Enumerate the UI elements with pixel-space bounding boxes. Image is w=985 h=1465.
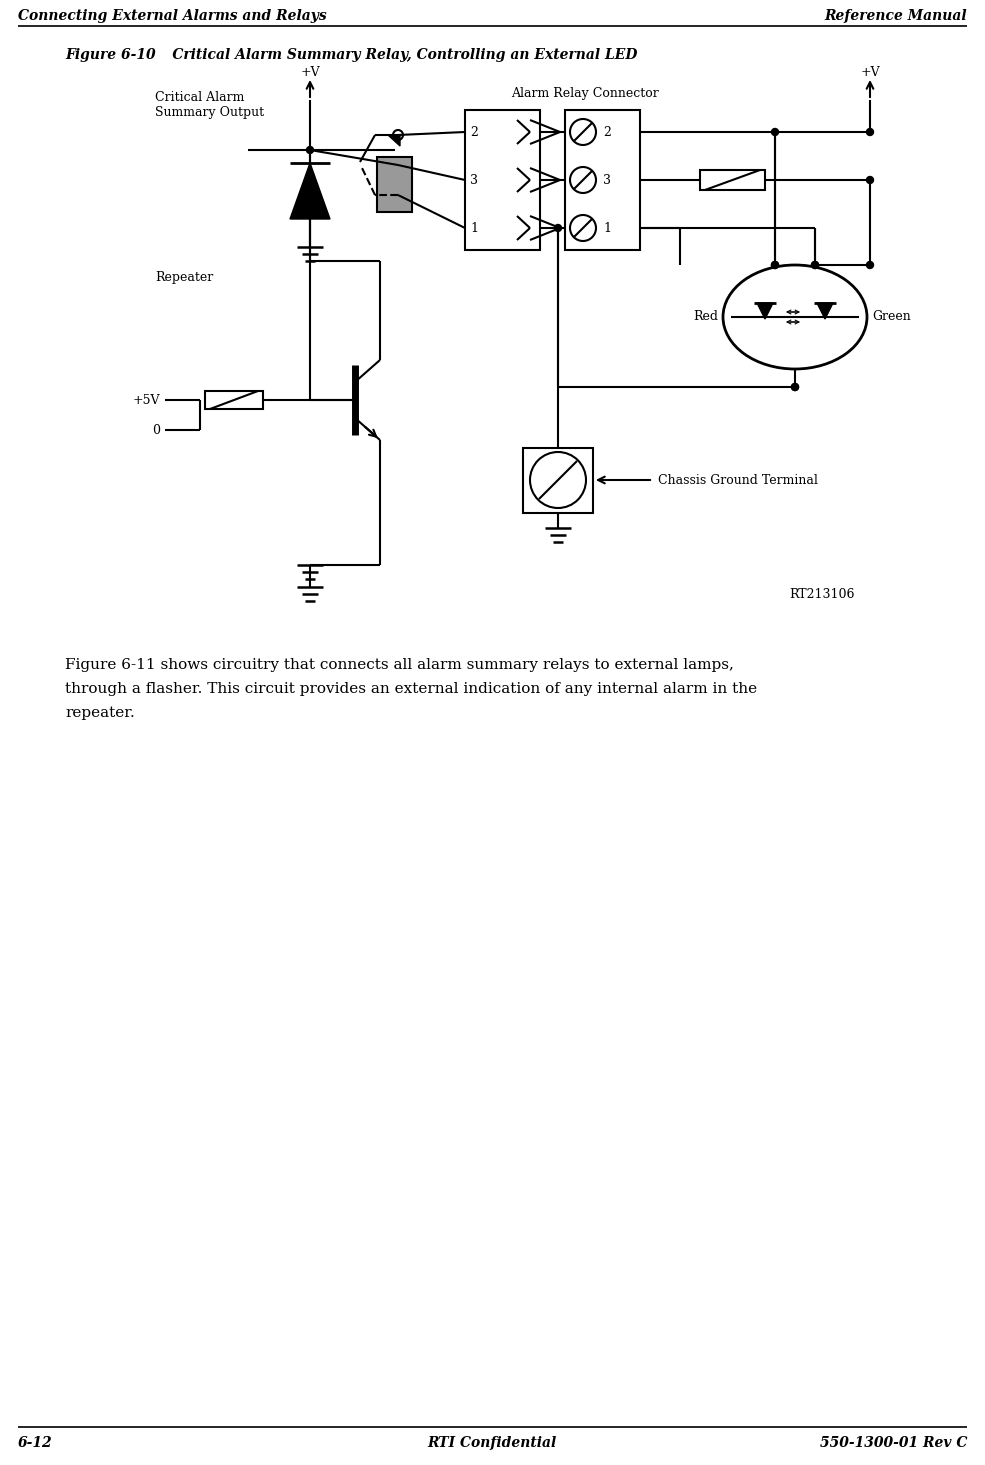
Text: Repeater: Repeater bbox=[155, 271, 213, 284]
Circle shape bbox=[812, 261, 819, 268]
Bar bbox=[700, 170, 765, 190]
Bar bbox=[565, 110, 640, 251]
Bar bbox=[205, 391, 263, 409]
Text: Red: Red bbox=[693, 311, 718, 324]
Circle shape bbox=[792, 384, 799, 391]
Circle shape bbox=[812, 261, 819, 268]
Text: 2: 2 bbox=[603, 126, 611, 139]
Bar bbox=[523, 447, 593, 513]
Polygon shape bbox=[290, 163, 330, 218]
Circle shape bbox=[867, 261, 874, 268]
Text: Figure 6-11 shows circuitry that connects all alarm summary relays to external l: Figure 6-11 shows circuitry that connect… bbox=[65, 658, 734, 672]
Text: 2: 2 bbox=[470, 126, 478, 139]
Text: Connecting External Alarms and Relays: Connecting External Alarms and Relays bbox=[18, 9, 327, 23]
Circle shape bbox=[570, 167, 596, 193]
Text: Figure 6-10: Figure 6-10 bbox=[65, 48, 156, 62]
Text: 3: 3 bbox=[603, 173, 611, 186]
Circle shape bbox=[771, 261, 778, 268]
Text: Chassis Ground Terminal: Chassis Ground Terminal bbox=[658, 473, 818, 486]
Text: Reference Manual: Reference Manual bbox=[824, 9, 967, 23]
Text: Green: Green bbox=[872, 311, 911, 324]
Circle shape bbox=[570, 215, 596, 242]
Circle shape bbox=[306, 146, 313, 154]
Polygon shape bbox=[757, 303, 773, 319]
Circle shape bbox=[867, 176, 874, 183]
Polygon shape bbox=[388, 135, 400, 146]
Circle shape bbox=[792, 384, 799, 391]
Text: Critical Alarm
Summary Output: Critical Alarm Summary Output bbox=[155, 91, 264, 119]
Circle shape bbox=[393, 190, 403, 201]
Text: through a flasher. This circuit provides an external indication of any internal : through a flasher. This circuit provides… bbox=[65, 683, 757, 696]
Text: RTI Confidential: RTI Confidential bbox=[427, 1436, 557, 1450]
Polygon shape bbox=[388, 185, 400, 195]
Text: RT213106: RT213106 bbox=[790, 589, 855, 602]
Circle shape bbox=[555, 224, 561, 231]
Text: +V: +V bbox=[300, 66, 320, 79]
Bar bbox=[377, 157, 412, 212]
Text: 6-12: 6-12 bbox=[18, 1436, 52, 1450]
Text: 3: 3 bbox=[470, 173, 478, 186]
Text: 1: 1 bbox=[470, 221, 478, 234]
Ellipse shape bbox=[723, 265, 867, 369]
Circle shape bbox=[530, 453, 586, 508]
Text: +5V: +5V bbox=[133, 394, 160, 406]
Polygon shape bbox=[817, 303, 833, 319]
Text: Alarm Relay Connector: Alarm Relay Connector bbox=[511, 86, 659, 100]
Text: 0: 0 bbox=[152, 423, 160, 437]
Text: +V: +V bbox=[860, 66, 880, 79]
Circle shape bbox=[393, 160, 403, 170]
Text: 1: 1 bbox=[603, 221, 611, 234]
Text: repeater.: repeater. bbox=[65, 706, 135, 719]
Circle shape bbox=[570, 119, 596, 145]
Circle shape bbox=[771, 129, 778, 135]
Circle shape bbox=[393, 130, 403, 141]
Bar bbox=[465, 110, 540, 251]
Circle shape bbox=[867, 129, 874, 135]
Text: 550-1300-01 Rev C: 550-1300-01 Rev C bbox=[820, 1436, 967, 1450]
Circle shape bbox=[771, 261, 778, 268]
Text: Critical Alarm Summary Relay, Controlling an External LED: Critical Alarm Summary Relay, Controllin… bbox=[148, 48, 637, 62]
